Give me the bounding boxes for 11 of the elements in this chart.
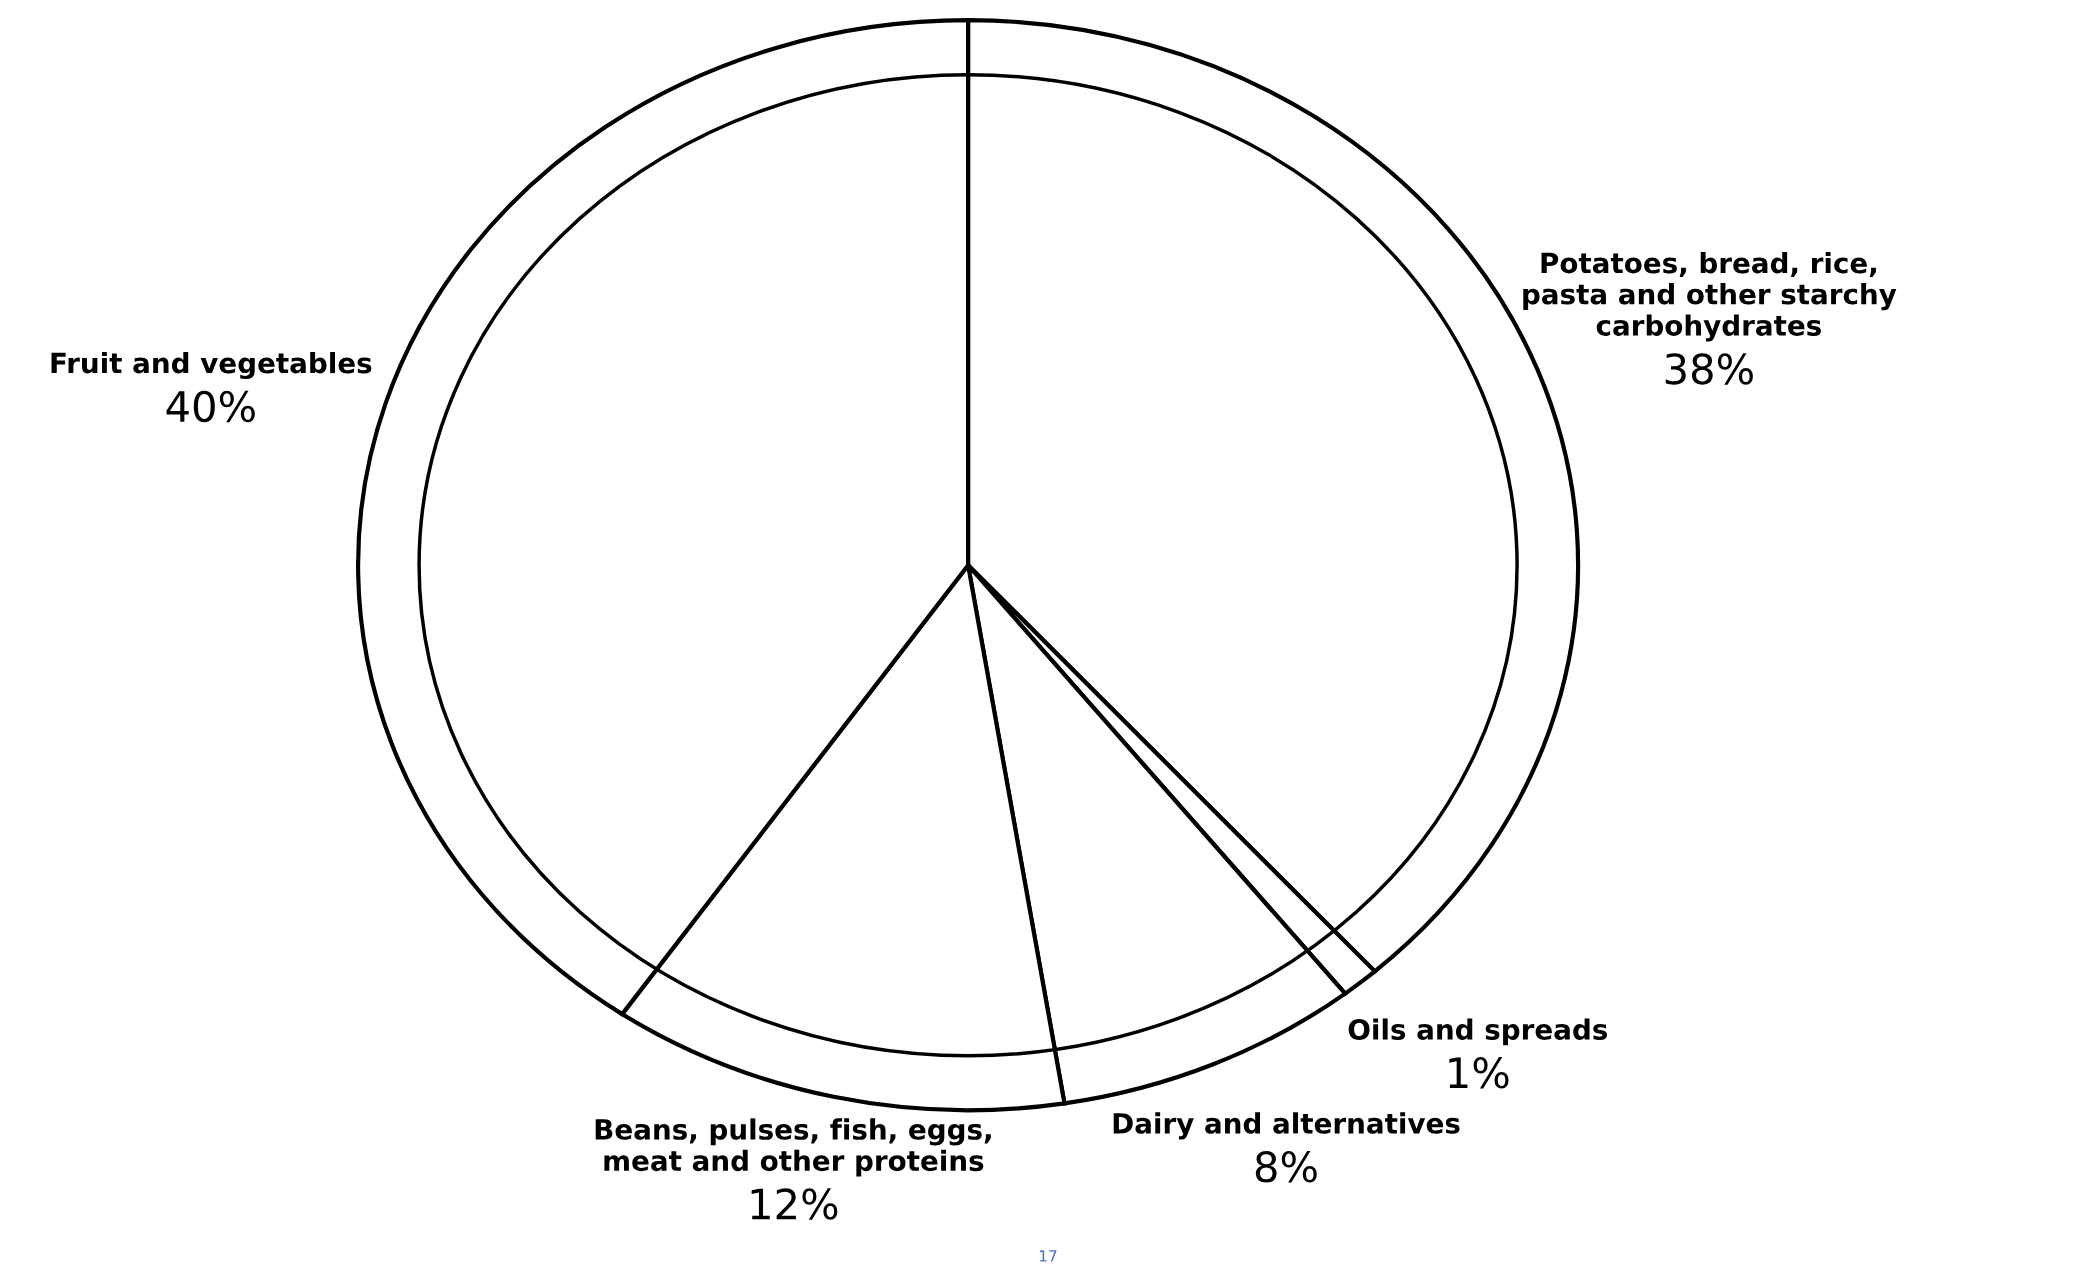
- data-label: 40%: [166, 390, 255, 423]
- data-label: 8%: [1255, 1151, 1317, 1183]
- slice-label: Fruit and vegetables: [51, 351, 372, 380]
- slice-label: Dairy and alternatives: [1113, 1112, 1460, 1140]
- text: 17: [1039, 1250, 1057, 1262]
- slice-label: Beans, pulses, fish, eggs, meat and other proteins: [595, 1118, 991, 1177]
- slice-label: Oils and spreads: [1348, 1018, 1608, 1046]
- slice-label: Potatoes, bread, rice, pasta and other starchy carbohydrates: [1523, 251, 1897, 342]
- data-label: 1%: [1449, 1056, 1509, 1089]
- data-label: 38%: [1665, 353, 1753, 385]
- data-label: 12%: [751, 1188, 838, 1220]
